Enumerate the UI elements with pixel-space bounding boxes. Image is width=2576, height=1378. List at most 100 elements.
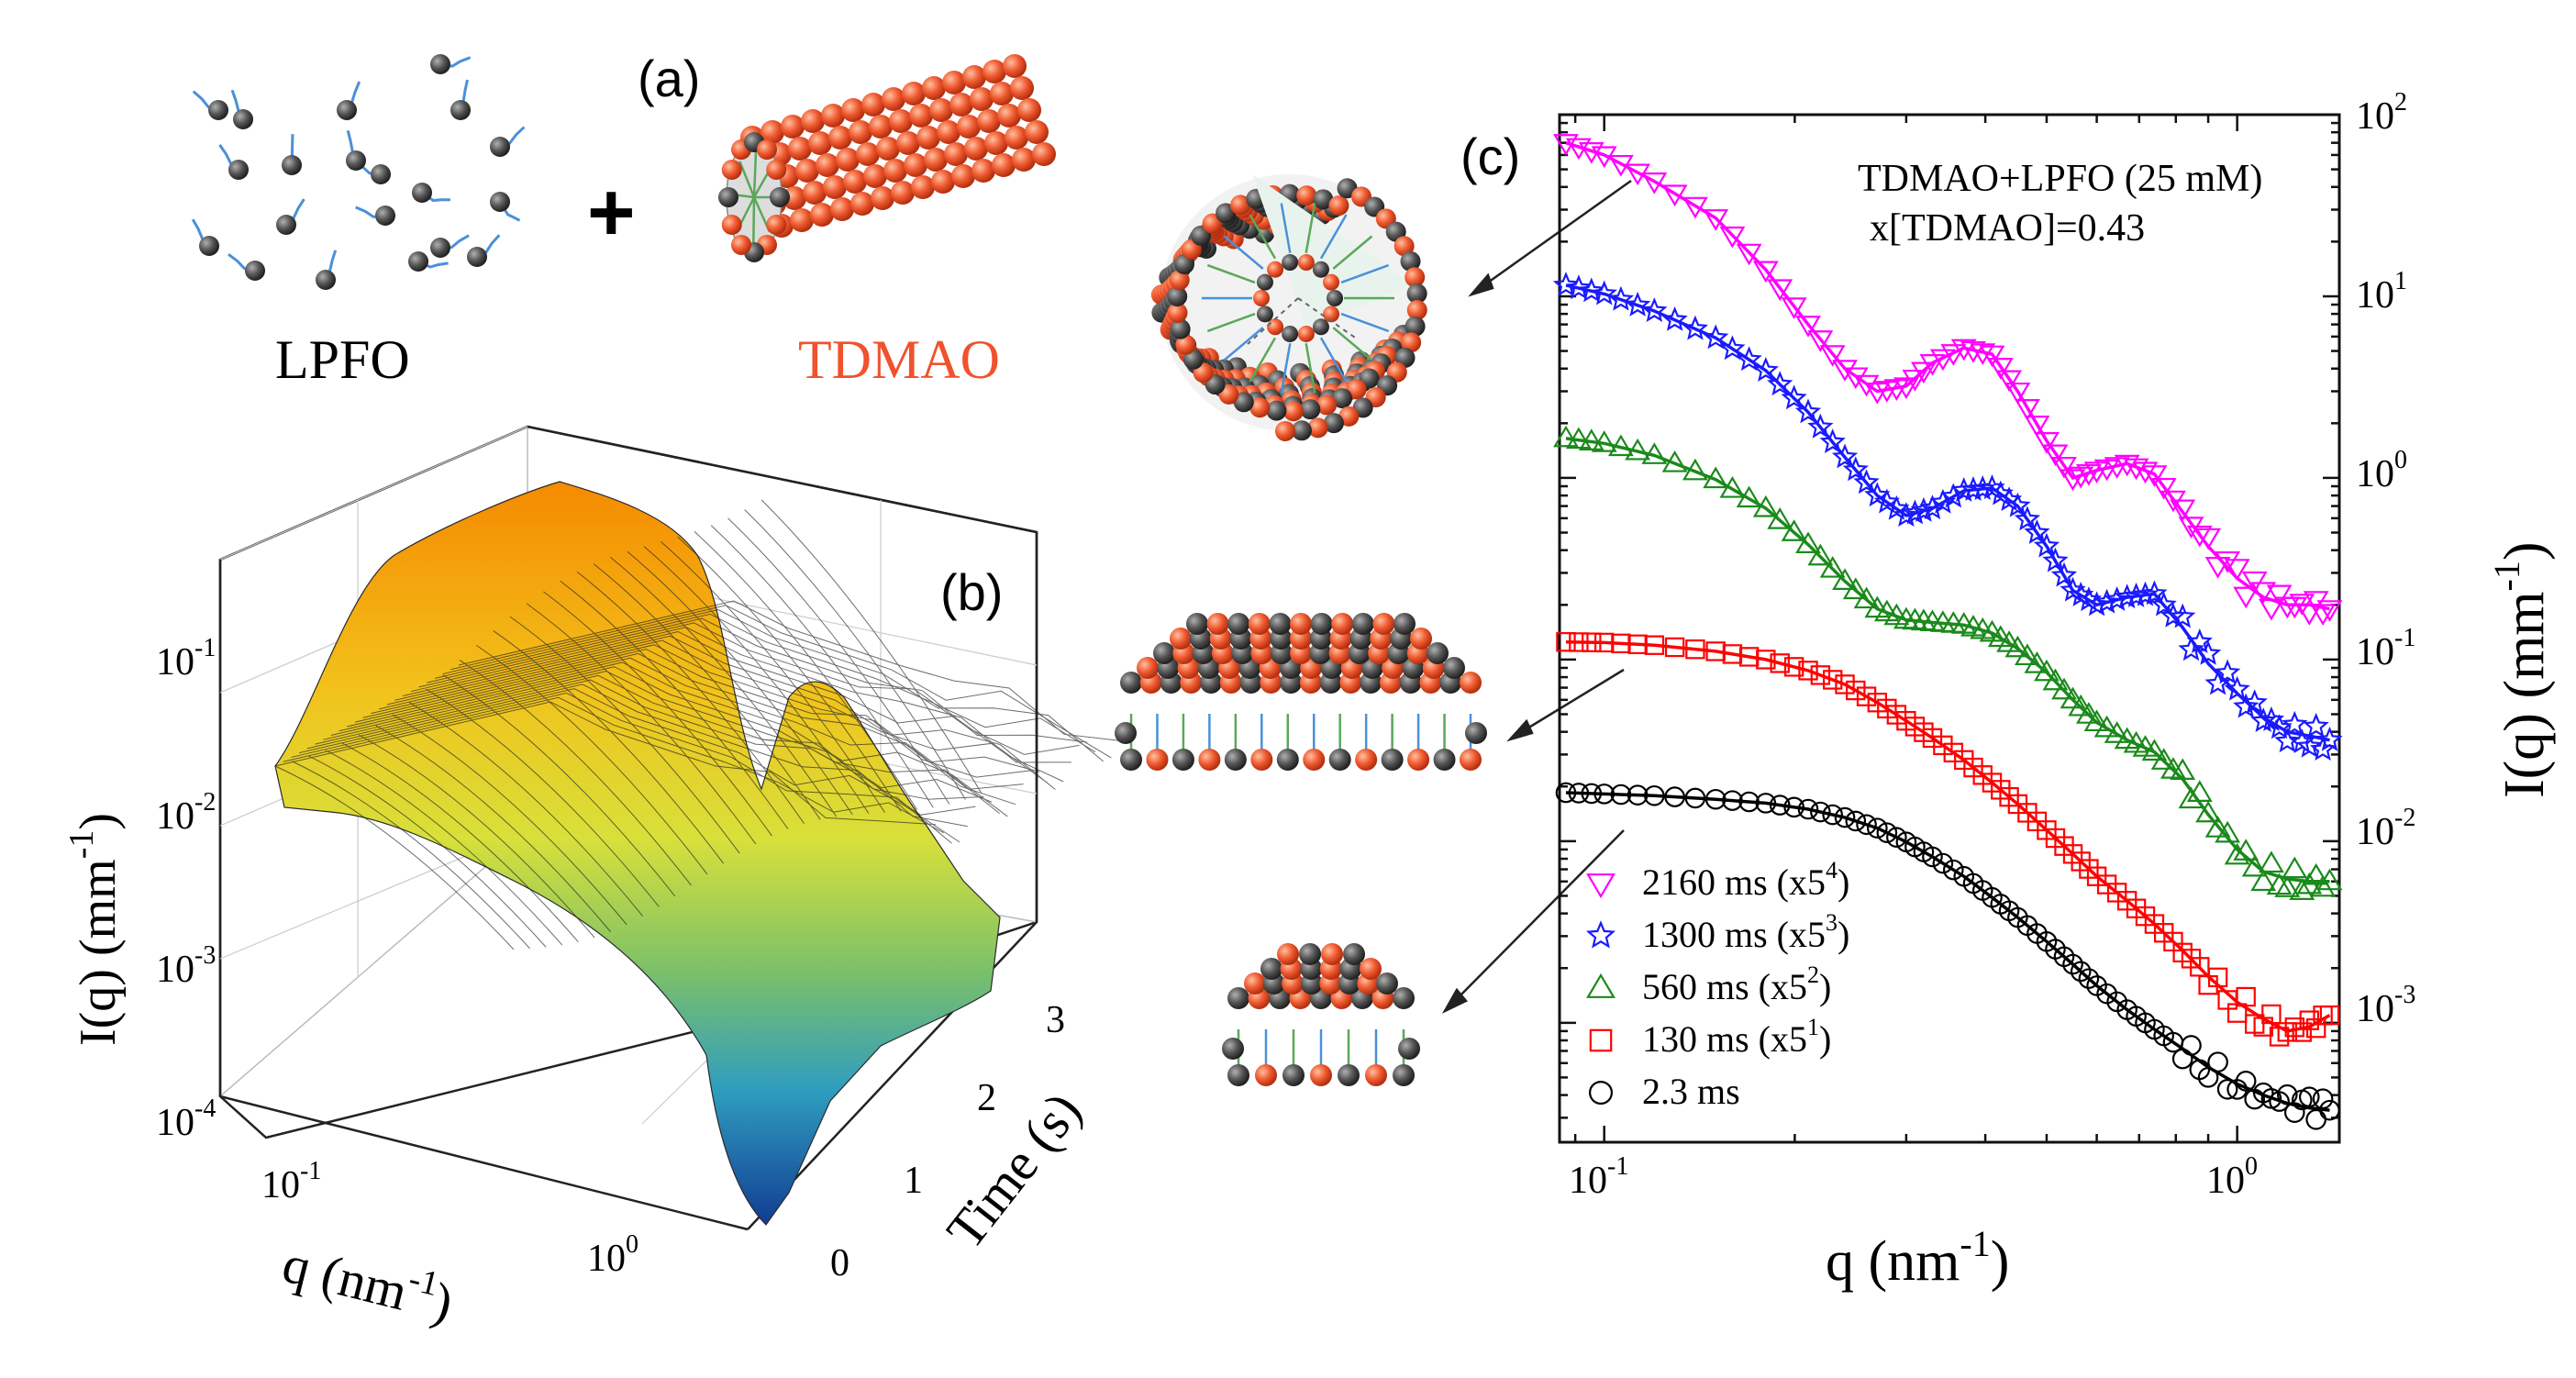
tdmao-headgroup [795, 159, 819, 183]
tdmao-headgroup [1032, 142, 1056, 166]
data-point [1565, 427, 1592, 450]
data-point [2132, 461, 2159, 484]
data-point [2051, 677, 2077, 700]
data-point [2298, 1086, 2320, 1108]
data-point [1819, 345, 1846, 367]
tdmao-headgroup [828, 126, 852, 150]
lpfo-molecule [192, 90, 228, 120]
data-point [1996, 370, 2023, 393]
data-point [1752, 261, 1779, 283]
data-point [2310, 874, 2337, 897]
tdmao-headgroup [924, 148, 948, 172]
data-point [2033, 532, 2060, 558]
tdmao-headgroup [944, 142, 968, 166]
data-point [2014, 398, 2040, 421]
data-point [1867, 817, 1888, 839]
q-tick-2: 100 [587, 1230, 638, 1280]
data-point [2241, 571, 2268, 594]
series-markers [1555, 782, 2340, 1130]
data-point [1842, 367, 1869, 390]
data-point [2319, 1005, 2340, 1026]
data-point [2104, 585, 2130, 611]
legend-label: 560 ms (x52) [1642, 961, 1831, 1007]
data-point [2224, 559, 2250, 581]
data-point [1736, 485, 1762, 508]
lpfo-molecule [282, 134, 302, 175]
y-tick-0.1: 10-1 [2356, 624, 2415, 673]
data-point [2093, 588, 2120, 614]
data-point [2207, 1051, 2228, 1072]
panel-b-ylabel: I(q) (mm-1) [62, 813, 127, 1046]
data-point [2310, 604, 2337, 627]
data-point [2004, 382, 2031, 405]
data-point [1578, 277, 1604, 303]
data-point [1822, 670, 1843, 690]
data-point [2195, 800, 2222, 823]
data-point [2014, 643, 2040, 666]
data-point [1664, 637, 1685, 658]
tdmao-headgroup [861, 93, 885, 117]
data-point [2075, 702, 2102, 724]
data-point [1807, 413, 1834, 439]
data-point [1798, 661, 1818, 681]
data-point [1641, 297, 1668, 323]
tdmao-rod-micelle-illustration [718, 54, 1056, 262]
lpfo-molecule [467, 234, 501, 267]
sample-annotation-2: x[TDMAO]=0.43 [1870, 207, 2145, 250]
data-point [1853, 469, 1880, 495]
data-point [1807, 330, 1834, 352]
data-point [2042, 547, 2069, 572]
tdmao-headgroup [808, 131, 832, 155]
data-point [1781, 519, 1807, 541]
data-point [1769, 795, 1791, 816]
data-point [1627, 784, 1649, 806]
legend-marker [1586, 873, 1616, 899]
data-point [2034, 432, 2060, 454]
data-point [1940, 344, 1967, 366]
pointer-arrows [1441, 179, 1632, 1014]
data-point [1933, 735, 1953, 756]
data-point [1569, 632, 1589, 652]
time-tick-labels: 0 1 2 3 [830, 999, 1065, 1284]
tdmao-headgroup [984, 131, 1008, 155]
data-point [1893, 377, 1919, 400]
data-point [2194, 639, 2222, 665]
data-point [1835, 674, 1855, 695]
tdmao-headgroup [937, 120, 960, 144]
data-point [2303, 712, 2329, 738]
data-point [2060, 686, 2086, 709]
data-point [2042, 668, 2069, 691]
data-point [2305, 1017, 2326, 1039]
tdmao-headgroup [1003, 54, 1027, 78]
data-point [2204, 816, 2231, 838]
data-point [1810, 665, 1831, 685]
data-point [2024, 651, 2050, 673]
data-point [1752, 357, 1779, 382]
data-point [1960, 476, 1987, 501]
data-point [2258, 850, 2284, 873]
data-point [1940, 483, 1967, 508]
legend-label: 2160 ms (x54) [1642, 857, 1849, 903]
data-point [1593, 783, 1615, 805]
tdmao-label: TDMAO [798, 329, 1000, 390]
data-point [1565, 274, 1593, 300]
tdmao-headgroup [803, 181, 827, 205]
data-point [1853, 586, 1880, 609]
tdmao-headgroup [904, 153, 927, 177]
data-point [1856, 686, 1877, 706]
data-point [1719, 226, 1746, 249]
q-tick-1: 10-1 [261, 1157, 321, 1206]
data-point [2283, 1102, 2305, 1123]
data-point [1943, 742, 1964, 763]
data-point [2276, 1084, 2298, 1106]
data-point [1664, 786, 1685, 807]
tdmao-headgroup [957, 115, 981, 139]
data-point [2060, 469, 2086, 492]
data-point [1932, 852, 1954, 874]
data-point [1552, 272, 1580, 296]
data-point [2104, 721, 2130, 743]
data-point [2034, 659, 2060, 682]
legend-item: 2.3 ms [1588, 1071, 1740, 1112]
tdmao-headgroup [876, 137, 900, 161]
data-point [1893, 502, 1920, 528]
